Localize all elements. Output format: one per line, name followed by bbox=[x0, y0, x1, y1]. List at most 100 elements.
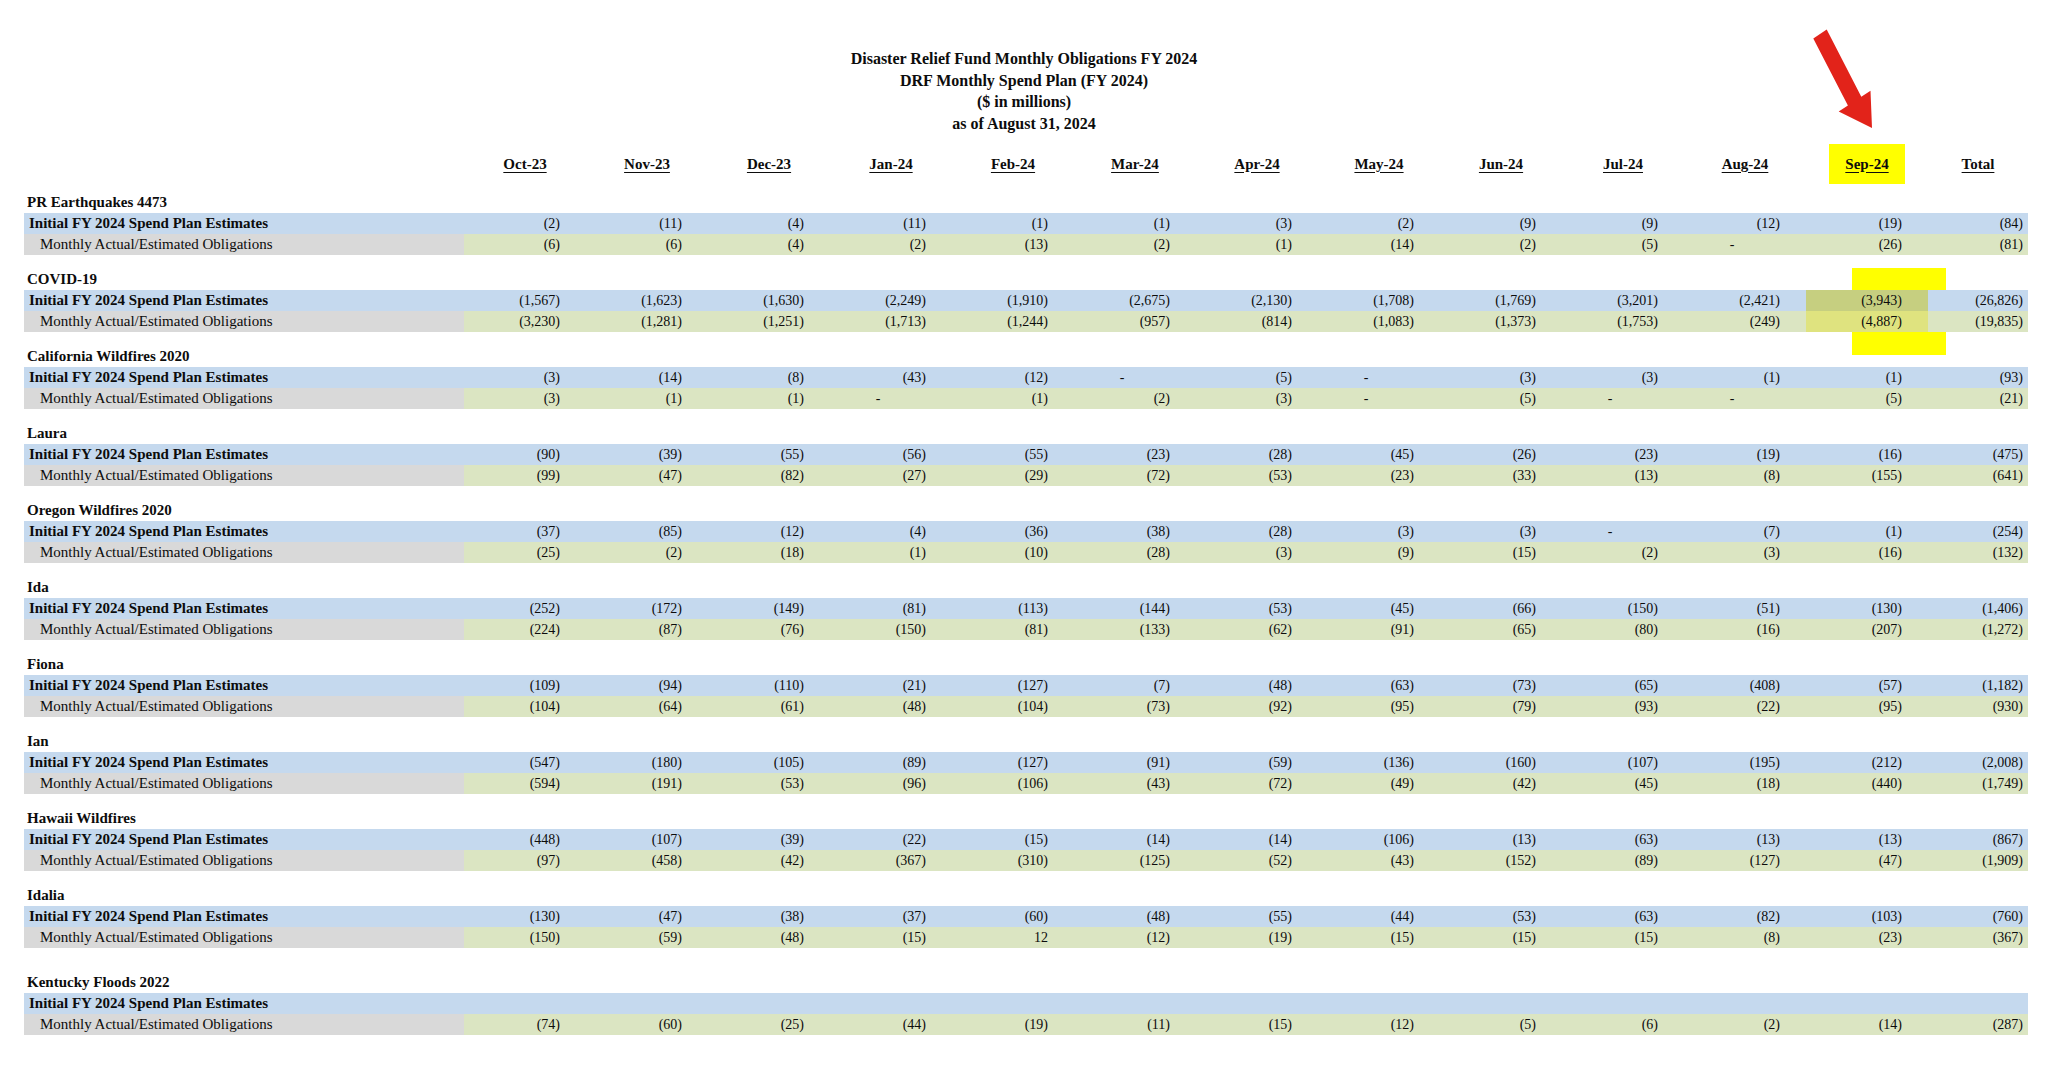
value-cell: (2,130) bbox=[1196, 290, 1318, 311]
value-cell: (1,749) bbox=[1928, 773, 2028, 794]
value-cell: (1,272) bbox=[1928, 619, 2028, 640]
value-cell: (28) bbox=[1074, 542, 1196, 563]
value-cell: (1) bbox=[1806, 367, 1928, 388]
initial-row-label: Initial FY 2024 Spend Plan Estimates bbox=[24, 993, 464, 1014]
value-cell: (44) bbox=[830, 1014, 952, 1035]
value-cell: (3) bbox=[1440, 521, 1562, 542]
value-cell: (19,835) bbox=[1928, 311, 2028, 332]
value-cell: (89) bbox=[1562, 850, 1684, 871]
highlighted-column-header-label: Sep-24 bbox=[1829, 144, 1904, 184]
value-cell: (1,623) bbox=[586, 290, 708, 311]
spacer-row bbox=[24, 640, 2028, 654]
column-header-apr-24: Apr-24 bbox=[1196, 150, 1318, 178]
highlighted-value-cell: (4,887) bbox=[1806, 311, 1928, 332]
value-cell: (1,910) bbox=[952, 290, 1074, 311]
value-cell: (1,373) bbox=[1440, 311, 1562, 332]
section-title: PR Earthquakes 4473 bbox=[24, 192, 2028, 213]
value-cell: (547) bbox=[464, 752, 586, 773]
value-cell: (19) bbox=[952, 1014, 1074, 1035]
value-cell bbox=[464, 993, 586, 1014]
value-cell: (3) bbox=[1562, 367, 1684, 388]
value-cell: (6) bbox=[586, 234, 708, 255]
value-cell: (18) bbox=[1684, 773, 1806, 794]
value-cell: (13) bbox=[952, 234, 1074, 255]
value-cell: (127) bbox=[1684, 850, 1806, 871]
title-line-4: as of August 31, 2024 bbox=[0, 113, 2048, 135]
monthly-row-label: Monthly Actual/Estimated Obligations bbox=[24, 542, 464, 563]
column-header-label: Dec-23 bbox=[747, 156, 791, 172]
value-cell: - bbox=[1562, 388, 1684, 409]
value-cell: - bbox=[1684, 388, 1806, 409]
value-cell bbox=[952, 993, 1074, 1014]
value-cell: (11) bbox=[1074, 1014, 1196, 1035]
laura-initial-row: Initial FY 2024 Spend Plan Estimates(90)… bbox=[24, 444, 2028, 465]
value-cell: (53) bbox=[708, 773, 830, 794]
value-cell: (2) bbox=[1684, 1014, 1806, 1035]
monthly-row-label: Monthly Actual/Estimated Obligations bbox=[24, 234, 464, 255]
value-cell: (92) bbox=[1196, 696, 1318, 717]
value-cell: (1,281) bbox=[586, 311, 708, 332]
value-cell: - bbox=[1684, 234, 1806, 255]
value-cell: (594) bbox=[464, 773, 586, 794]
spacer-cell bbox=[24, 717, 2028, 731]
hawaii-wildfires-monthly-row: Monthly Actual/Estimated Obligations(97)… bbox=[24, 850, 2028, 871]
value-cell: (38) bbox=[1074, 521, 1196, 542]
initial-row-label: Initial FY 2024 Spend Plan Estimates bbox=[24, 213, 464, 234]
value-cell: (19) bbox=[1684, 444, 1806, 465]
initial-row-label: Initial FY 2024 Spend Plan Estimates bbox=[24, 521, 464, 542]
value-cell: (3) bbox=[464, 367, 586, 388]
value-cell: (150) bbox=[1562, 598, 1684, 619]
value-cell: (5) bbox=[1440, 1014, 1562, 1035]
value-cell: (99) bbox=[464, 465, 586, 486]
column-header-dec-23: Dec-23 bbox=[708, 150, 830, 178]
hawaii-wildfires-initial-row: Initial FY 2024 Spend Plan Estimates(448… bbox=[24, 829, 2028, 850]
value-cell: (3) bbox=[1684, 542, 1806, 563]
value-cell: (160) bbox=[1440, 752, 1562, 773]
value-cell: (11) bbox=[830, 213, 952, 234]
idalia-monthly-row: Monthly Actual/Estimated Obligations(150… bbox=[24, 927, 2028, 948]
value-cell: (15) bbox=[1562, 927, 1684, 948]
value-cell: (94) bbox=[586, 675, 708, 696]
value-cell: (14) bbox=[1196, 829, 1318, 850]
value-cell: (3) bbox=[1440, 367, 1562, 388]
column-header-label: Total bbox=[1962, 156, 1995, 172]
column-header-label: Apr-24 bbox=[1234, 156, 1279, 172]
value-cell: (104) bbox=[464, 696, 586, 717]
california-wildfires-2020-monthly-row: Monthly Actual/Estimated Obligations(3)(… bbox=[24, 388, 2028, 409]
table-body: PR Earthquakes 4473Initial FY 2024 Spend… bbox=[24, 178, 2028, 1035]
value-cell: (8) bbox=[1684, 465, 1806, 486]
value-cell: (63) bbox=[1562, 906, 1684, 927]
value-cell: (14) bbox=[1806, 1014, 1928, 1035]
spacer-row bbox=[24, 255, 2028, 269]
value-cell: - bbox=[1318, 367, 1440, 388]
value-cell: (60) bbox=[952, 906, 1074, 927]
value-cell: (64) bbox=[586, 696, 708, 717]
value-cell: (149) bbox=[708, 598, 830, 619]
document-title-block: Disaster Relief Fund Monthly Obligations… bbox=[0, 48, 2048, 134]
document-page: { "document": { "title_lines": [ "Disast… bbox=[0, 0, 2048, 1071]
value-cell: (9) bbox=[1562, 213, 1684, 234]
value-cell: (95) bbox=[1806, 696, 1928, 717]
column-header-jul-24: Jul-24 bbox=[1562, 150, 1684, 178]
value-cell: (81) bbox=[952, 619, 1074, 640]
value-cell: (26) bbox=[1440, 444, 1562, 465]
section-title: COVID-19 bbox=[24, 269, 2028, 290]
value-cell: (1) bbox=[1684, 367, 1806, 388]
value-cell: (15) bbox=[1196, 1014, 1318, 1035]
value-cell: (2) bbox=[464, 213, 586, 234]
value-cell: (23) bbox=[1562, 444, 1684, 465]
value-cell: (43) bbox=[1318, 850, 1440, 871]
value-cell: (76) bbox=[708, 619, 830, 640]
value-cell: (106) bbox=[952, 773, 1074, 794]
value-cell: (80) bbox=[1562, 619, 1684, 640]
value-cell: (3) bbox=[1196, 213, 1318, 234]
fiona-monthly-row: Monthly Actual/Estimated Obligations(104… bbox=[24, 696, 2028, 717]
column-header-label: Jun-24 bbox=[1479, 156, 1523, 172]
value-cell: (130) bbox=[1806, 598, 1928, 619]
value-cell: (16) bbox=[1806, 444, 1928, 465]
initial-row-label: Initial FY 2024 Spend Plan Estimates bbox=[24, 290, 464, 311]
value-cell: (37) bbox=[464, 521, 586, 542]
value-cell: (93) bbox=[1928, 367, 2028, 388]
value-cell: (5) bbox=[1440, 388, 1562, 409]
value-cell: (11) bbox=[586, 213, 708, 234]
